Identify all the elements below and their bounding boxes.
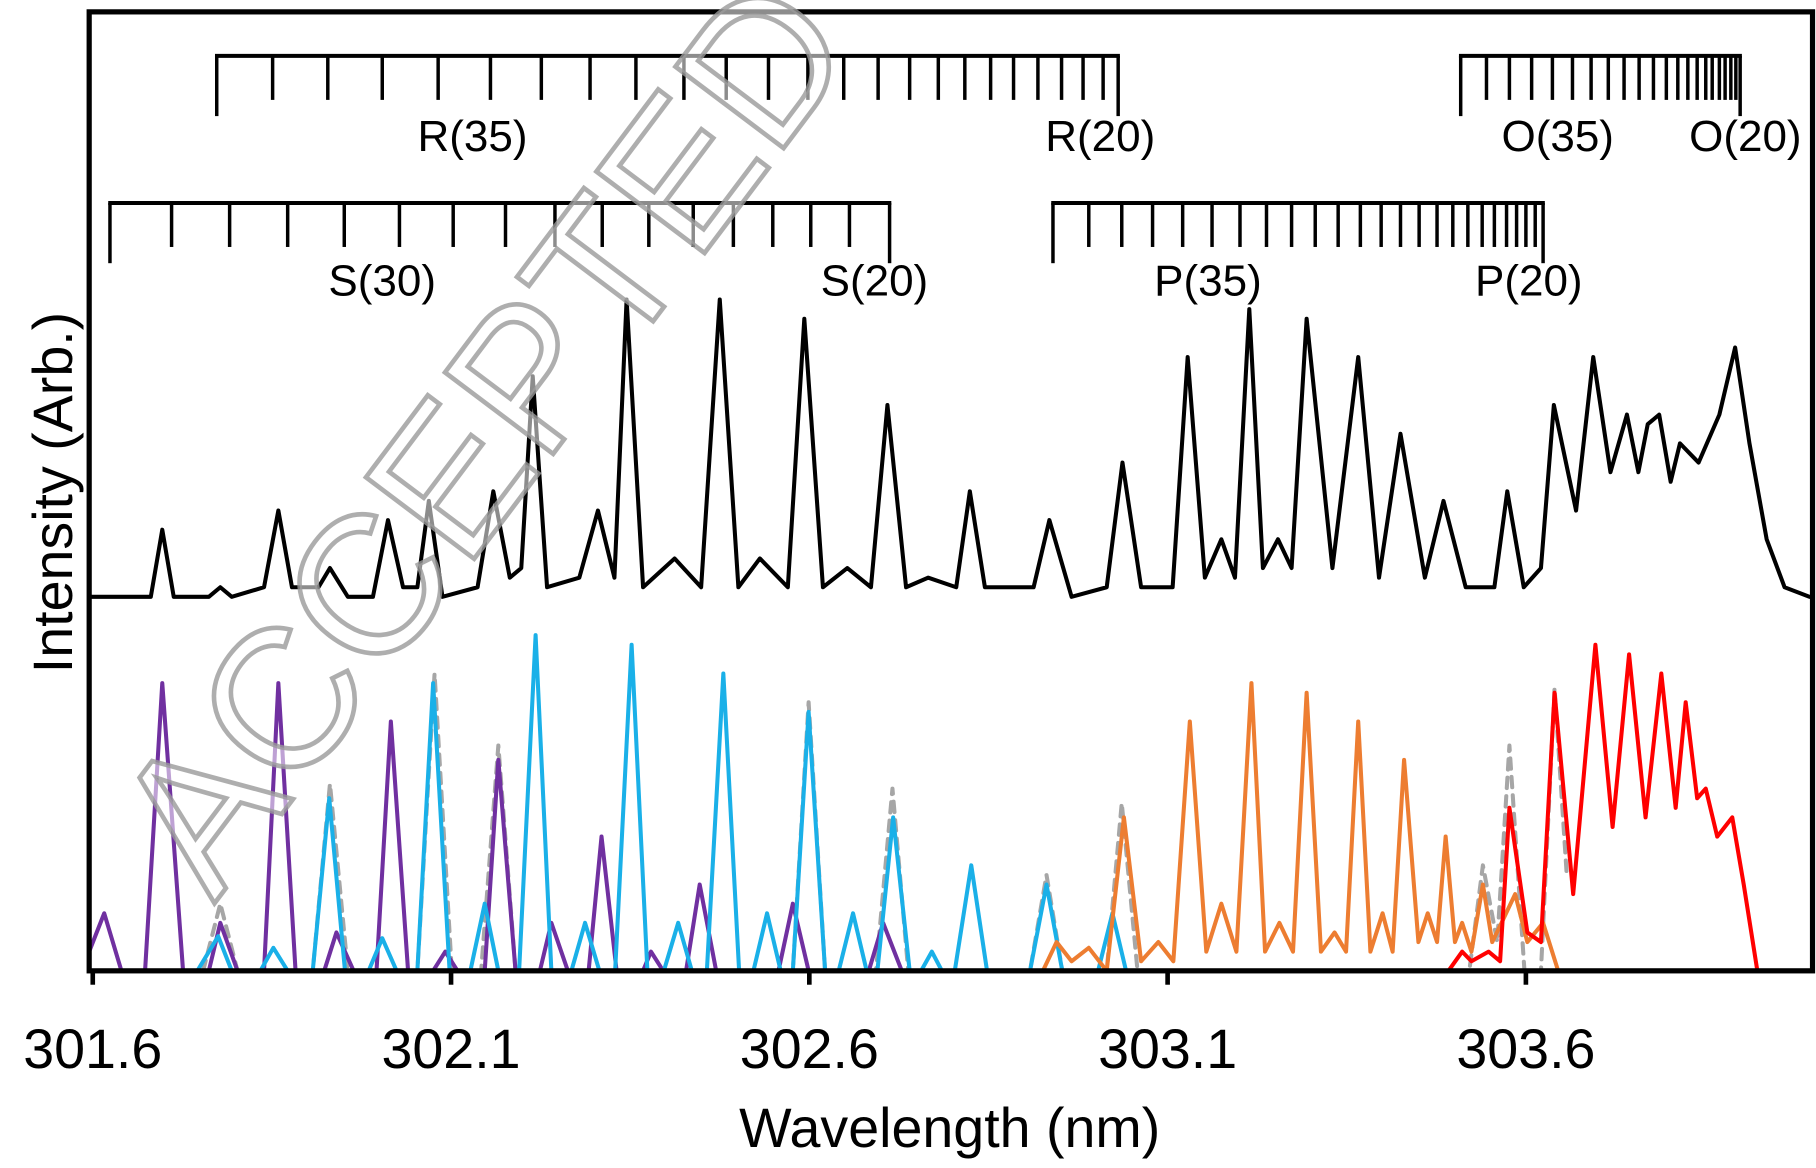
x-tick-label: 302.1 [381, 1018, 520, 1080]
comb-label: O(35) [1501, 112, 1613, 161]
plot-frame [86, 9, 1816, 974]
comb-label: R(20) [1045, 112, 1155, 161]
comb-label: P(35) [1154, 257, 1262, 306]
x-tick-label: 301.6 [23, 1018, 162, 1080]
spectrum-line [1446, 642, 1760, 973]
spectrum-line [87, 297, 1812, 599]
branch-comb: O(35) O(20) [1458, 53, 1802, 161]
x-axis-label: Wavelength (nm) [739, 1097, 1160, 1159]
branch-comb: P(35) P(20) [1051, 200, 1583, 306]
x-tick-label: 303.1 [1098, 1018, 1237, 1080]
spectrum-line [195, 633, 1129, 973]
y-axis-label: Intensity (Arb.) [22, 312, 84, 673]
spectrum-line [1040, 681, 1561, 973]
comb-label: S(30) [328, 257, 436, 306]
branch-comb: R(35) R(20) [214, 53, 1155, 161]
comb-label: O(20) [1689, 112, 1801, 161]
comb-label: S(20) [821, 257, 929, 306]
comb-label: P(20) [1475, 257, 1583, 306]
x-tick-label: 302.6 [740, 1018, 879, 1080]
x-tick-label: 303.6 [1456, 1018, 1595, 1080]
comb-label: R(35) [418, 112, 528, 161]
branch-comb: S(30) S(20) [108, 200, 929, 306]
